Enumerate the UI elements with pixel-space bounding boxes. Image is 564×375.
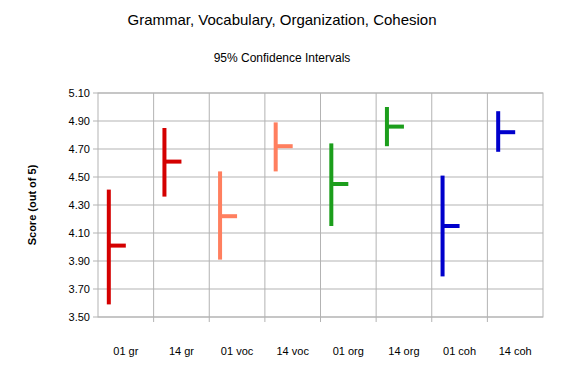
- category-separator: [264, 93, 265, 322]
- plot-frame: [98, 93, 543, 317]
- tick-mark: [93, 233, 98, 234]
- category-separator: [209, 93, 210, 322]
- mean-marker: [387, 125, 404, 129]
- mean-marker: [220, 214, 237, 218]
- y-tick-label: 4.50: [69, 171, 90, 183]
- x-tick-label: 14 coh: [499, 345, 532, 357]
- y-tick-label: 4.70: [69, 143, 90, 155]
- mean-marker: [276, 144, 293, 148]
- mean-marker: [164, 160, 181, 164]
- category-separator: [487, 93, 488, 322]
- tick-mark: [93, 121, 98, 122]
- y-axis-label: Score (out of 5): [26, 164, 38, 245]
- category-separator: [376, 93, 377, 322]
- tick-mark: [93, 261, 98, 262]
- x-tick-label: 01 gr: [113, 345, 138, 357]
- chart: Grammar, Vocabulary, Organization, Cohes…: [0, 0, 564, 375]
- x-tick-label: 14 voc: [276, 345, 309, 357]
- x-tick-label: 14 org: [388, 345, 419, 357]
- x-tick-label: 01 voc: [221, 345, 254, 357]
- y-tick-label: 5.10: [69, 87, 90, 99]
- mean-marker: [498, 130, 515, 134]
- category-separator: [153, 93, 154, 322]
- y-tick-label: 4.10: [69, 227, 90, 239]
- tick-mark: [93, 177, 98, 178]
- mean-marker: [443, 224, 460, 228]
- mean-marker: [109, 244, 126, 248]
- y-tick-label: 4.90: [69, 115, 90, 127]
- y-tick-label: 4.30: [69, 199, 90, 211]
- category-separator: [431, 93, 432, 322]
- y-tick-label: 3.90: [69, 255, 90, 267]
- y-tick-label: 3.70: [69, 283, 90, 295]
- tick-mark: [93, 289, 98, 290]
- title: Grammar, Vocabulary, Organization, Cohes…: [127, 11, 436, 28]
- x-tick-label: 14 gr: [169, 345, 194, 357]
- tick-mark: [93, 93, 98, 94]
- subtitle: 95% Confidence Intervals: [214, 51, 351, 65]
- category-separator: [320, 93, 321, 322]
- mean-marker: [331, 182, 348, 186]
- x-tick-label: 01 coh: [443, 345, 476, 357]
- tick-mark: [93, 205, 98, 206]
- tick-mark: [93, 317, 98, 318]
- x-tick-label: 01 org: [333, 345, 364, 357]
- y-tick-label: 3.50: [69, 311, 90, 323]
- marks: [107, 107, 515, 304]
- tick-mark: [93, 149, 98, 150]
